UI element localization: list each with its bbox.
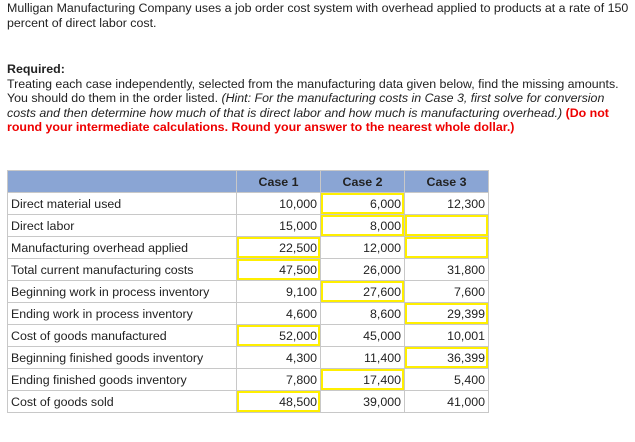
value-cell: 7,800	[236, 368, 321, 391]
answer-input[interactable]	[404, 214, 489, 237]
value-cell: 10,001	[404, 324, 489, 347]
header-case-2: Case 2	[320, 170, 405, 193]
answer-input[interactable]: 29,399	[404, 302, 489, 325]
row-label: Direct material used	[7, 192, 237, 215]
answer-input[interactable]: 27,600	[320, 280, 405, 303]
answer-input[interactable]: 52,000	[236, 324, 321, 347]
value-cell: 9,100	[236, 280, 321, 303]
value-cell: 45,000	[320, 324, 405, 347]
table-row: Cost of goods sold 48,500 39,000 41,000	[7, 390, 489, 413]
value-cell: 39,000	[320, 390, 405, 413]
value-cell: 4,600	[236, 302, 321, 325]
value-cell: 41,000	[404, 390, 489, 413]
table-row: Ending finished goods inventory 7,800 17,4…	[7, 368, 489, 391]
header-case-3: Case 3	[404, 170, 489, 193]
row-label: Direct labor	[7, 214, 237, 237]
header-case-1: Case 1	[236, 170, 321, 193]
table-row: Beginning work in process inventory 9,100…	[7, 280, 489, 303]
table-row: Manufacturing overhead applied 22,500 12,0…	[7, 236, 489, 259]
value-cell: 7,600	[404, 280, 489, 303]
answer-input[interactable]: 47,500	[236, 258, 321, 281]
value-cell: 15,000	[236, 214, 321, 237]
cost-table: Case 1 Case 2 Case 3 Direct material use…	[7, 170, 489, 413]
header-blank	[7, 170, 237, 193]
answer-input[interactable]: 8,000	[320, 214, 405, 237]
hint-text: (Hint: For the manufacturing costs in Ca…	[7, 91, 605, 120]
answer-input[interactable]: 48,500	[236, 390, 321, 413]
row-label: Cost of goods sold	[7, 390, 237, 413]
row-label: Cost of goods manufactured	[7, 324, 237, 347]
row-label: Ending work in process inventory	[7, 302, 237, 325]
answer-input[interactable]: 17,400	[320, 368, 405, 391]
problem-intro: Mulligan Manufacturing Company uses a jo…	[7, 1, 629, 30]
rounding-warning: (Do not round your intermediate calculat…	[7, 105, 609, 135]
row-label: Total current manufacturing costs	[7, 258, 237, 281]
value-cell: 12,000	[320, 236, 405, 259]
value-cell: 5,400	[404, 368, 489, 391]
table-row: Direct material used 10,000 6,000 12,300	[7, 192, 489, 215]
row-label: Ending finished goods inventory	[7, 368, 237, 391]
answer-input[interactable]: 36,399	[404, 346, 489, 369]
row-label: Beginning finished goods inventory	[7, 346, 237, 369]
table-row: Direct labor 15,000 8,000	[7, 214, 489, 237]
answer-input[interactable]	[404, 236, 489, 259]
answer-input[interactable]: 6,000	[320, 192, 405, 215]
table-row: Ending work in process inventory 4,600 8,6…	[7, 302, 489, 325]
value-cell: 4,300	[236, 346, 321, 369]
value-cell: 26,000	[320, 258, 405, 281]
value-cell: 8,600	[320, 302, 405, 325]
value-cell: 10,000	[236, 192, 321, 215]
answer-input[interactable]: 22,500	[236, 236, 321, 259]
required-text: Treating each case independently, select…	[7, 76, 619, 106]
row-label: Manufacturing overhead applied	[7, 236, 237, 259]
value-cell: 12,300	[404, 192, 489, 215]
table-row: Total current manufacturing costs 47,500 2…	[7, 258, 489, 281]
value-cell: 31,800	[404, 258, 489, 281]
table-row: Cost of goods manufactured 52,000 45,000 10…	[7, 324, 489, 347]
table-row: Beginning finished goods inventory 4,300 1…	[7, 346, 489, 369]
value-cell: 11,400	[320, 346, 405, 369]
required-heading: Required:	[7, 62, 65, 76]
row-label: Beginning work in process inventory	[7, 280, 237, 303]
required-section: Required: Treating each case independent…	[7, 62, 632, 135]
